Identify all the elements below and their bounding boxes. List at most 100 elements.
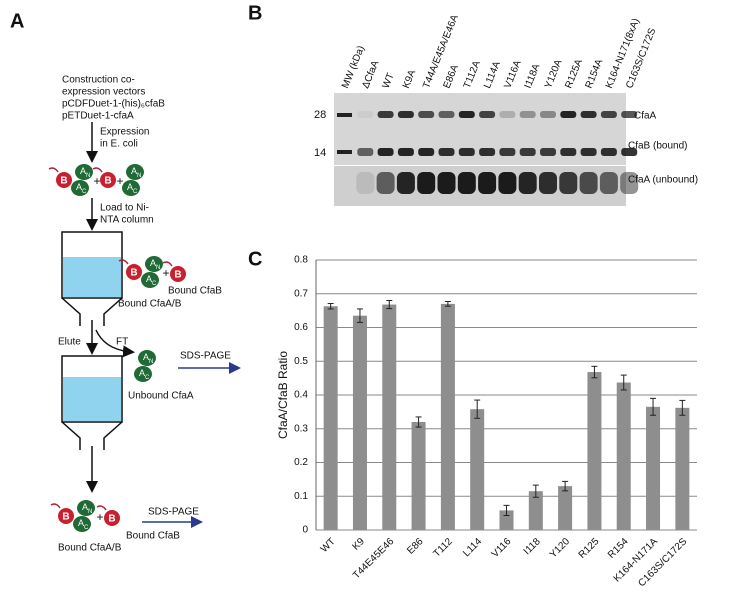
tag <box>118 259 129 265</box>
band <box>418 148 435 156</box>
protein-b <box>58 508 74 524</box>
x-tick-label: Y120 <box>548 536 573 561</box>
diagram-label: + <box>96 510 103 524</box>
band <box>579 172 598 194</box>
band-label: CfaA (unbound) <box>628 175 698 186</box>
error-bar <box>532 484 539 498</box>
error-bar <box>474 399 481 419</box>
lane-label: I118A <box>523 62 543 90</box>
band <box>377 111 394 118</box>
diagram-label: Bound CfaA/B <box>118 299 182 310</box>
band <box>357 148 374 156</box>
protein-a <box>138 350 156 366</box>
diagram-label: SDS-PAGE <box>148 507 199 518</box>
error-bar <box>327 303 334 310</box>
diagram-label: Bound CfaB <box>126 531 180 542</box>
protein-label-main: A <box>146 274 152 284</box>
x-tick-label: L114 <box>461 536 484 559</box>
y-tick-label: 0.4 <box>294 390 308 401</box>
bar <box>675 407 690 530</box>
lane-label: V116A <box>502 59 523 91</box>
y-tick-label: 0.8 <box>294 255 308 266</box>
marker-band <box>337 113 352 117</box>
error-bar <box>562 480 569 492</box>
x-tick-label: I118 <box>522 536 543 557</box>
protein-label: B <box>130 268 137 279</box>
protein-label: B <box>108 514 115 525</box>
band <box>397 111 414 118</box>
protein-label-main: A <box>150 258 156 268</box>
diagram-label: + <box>116 174 123 188</box>
protein-label: AC <box>139 368 150 380</box>
diagram-shapes <box>61 122 241 528</box>
error-bar <box>386 300 393 310</box>
error-bar <box>444 301 451 307</box>
protein-a <box>73 516 91 532</box>
diagram-label: Elute <box>58 337 81 348</box>
diagram-label: NTA column <box>100 215 154 226</box>
y-tick-label: 0.5 <box>294 356 308 367</box>
y-tick-label: 0.2 <box>294 457 308 468</box>
protein-label-sub: C <box>133 189 138 195</box>
diagram-label: + <box>93 174 100 188</box>
band <box>560 148 577 156</box>
band <box>559 172 578 194</box>
protein-label-sub: C <box>84 525 89 531</box>
protein-a <box>71 180 89 196</box>
error-bar <box>591 365 598 379</box>
protein-label: B <box>174 270 181 281</box>
lane-label: K9A <box>401 68 418 90</box>
panel-label: A <box>10 10 24 32</box>
diagram-label: Load to Ni- <box>100 203 149 214</box>
bar <box>616 382 631 530</box>
protein-label: AN <box>150 258 160 270</box>
protein-label: AN <box>143 352 153 364</box>
band <box>540 148 556 156</box>
tag <box>48 167 59 173</box>
protein-b <box>170 266 186 282</box>
band <box>458 148 475 156</box>
protein-label: AC <box>146 274 157 286</box>
protein-a <box>77 500 95 516</box>
band <box>438 111 455 118</box>
panel-label: B <box>248 2 262 24</box>
band <box>621 148 638 156</box>
diagram-label: pETDuet-1-cfaA <box>62 111 134 122</box>
error-bar <box>650 397 657 416</box>
x-tick-label: E86 <box>405 536 426 557</box>
lane-label: WT <box>381 72 397 91</box>
marker-band <box>337 150 352 154</box>
y-tick-label: 0.7 <box>294 288 308 299</box>
diagram-label: FT <box>116 337 128 348</box>
protein-b <box>100 172 116 188</box>
band-label: CfaA <box>634 111 657 122</box>
protein-a <box>141 272 159 288</box>
protein-a <box>145 256 163 272</box>
protein-b <box>56 172 72 188</box>
band <box>599 172 618 194</box>
lane-label: L114A <box>482 60 503 91</box>
band <box>539 172 557 194</box>
band <box>518 172 537 194</box>
protein-b <box>126 264 142 280</box>
bar <box>528 491 543 530</box>
bar <box>352 315 367 530</box>
lane-label: Y120A <box>543 58 565 90</box>
diagram-label: Expression <box>100 127 149 138</box>
band <box>376 172 395 194</box>
band <box>438 148 455 156</box>
band <box>479 148 496 156</box>
bar <box>646 406 661 530</box>
y-tick-label: 0 <box>302 525 308 536</box>
protein-label-main: A <box>131 166 137 176</box>
x-tick-label: R154 <box>606 536 631 561</box>
y-tick-label: 0.1 <box>294 491 308 502</box>
band <box>458 111 475 118</box>
error-bar <box>356 308 363 323</box>
lane-label: T112A <box>462 59 483 90</box>
bar <box>411 422 426 530</box>
protein-label-main: A <box>127 182 133 192</box>
protein-label: AN <box>80 166 90 178</box>
lane-label: E86A <box>442 63 461 90</box>
bar <box>323 306 338 530</box>
